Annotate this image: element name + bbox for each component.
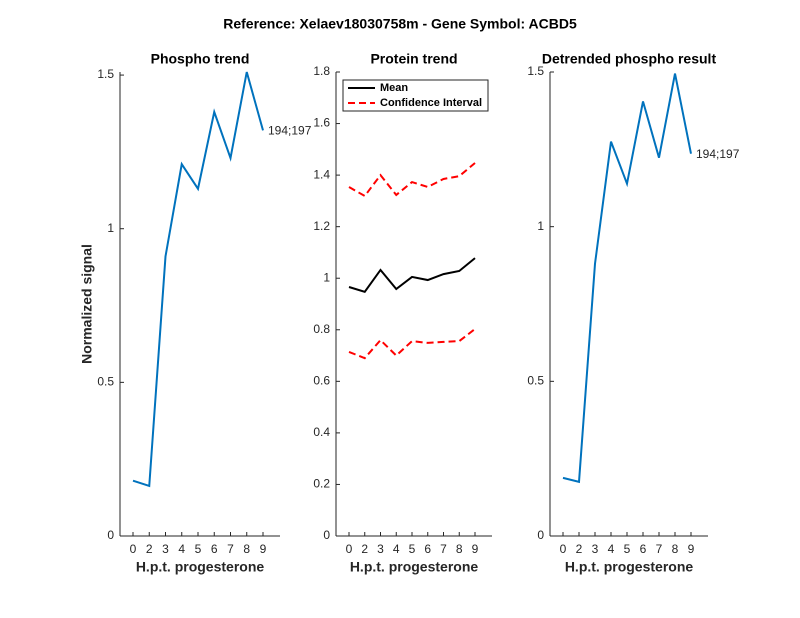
data-line [348, 162, 476, 198]
y-tick-label: 1.8 [313, 64, 330, 78]
x-tick-label: 8 [243, 542, 250, 556]
x-tick-label: 7 [227, 542, 234, 556]
y-tick-label: 0 [323, 528, 330, 542]
x-tick-label: 4 [393, 542, 400, 556]
data-line [348, 328, 476, 360]
annotation: 194;197 [696, 147, 740, 161]
x-tick-label: 8 [456, 542, 463, 556]
x-tick-label: 0 [130, 542, 137, 556]
y-tick-label: 1.5 [527, 64, 544, 78]
figure-title: Reference: Xelaev18030758m - Gene Symbol… [223, 16, 577, 32]
x-tick-label: 2 [576, 542, 583, 556]
y-tick-label: 0 [107, 528, 114, 542]
x-tick-label: 8 [672, 542, 679, 556]
x-tick-label: 6 [640, 542, 647, 556]
x-axis-label: H.p.t. progesterone [136, 559, 265, 575]
subplot-title: Detrended phospho result [542, 51, 717, 67]
y-tick-label: 1.4 [313, 167, 330, 181]
y-tick-label: 0.5 [527, 374, 544, 388]
y-tick-label: 0.2 [313, 477, 330, 491]
y-tick-label: 0.8 [313, 322, 330, 336]
y-tick-label: 1.5 [97, 67, 114, 81]
x-tick-label: 2 [361, 542, 368, 556]
y-tick-label: 0.6 [313, 374, 330, 388]
x-tick-label: 2 [146, 542, 153, 556]
x-tick-label: 5 [624, 542, 631, 556]
legend-label: Confidence Interval [380, 97, 482, 109]
legend-label: Mean [380, 82, 408, 94]
y-axis-label: Normalized signal [79, 244, 95, 364]
x-tick-label: 0 [560, 542, 567, 556]
subplot-title: Protein trend [370, 51, 457, 67]
subplot-title: Phospho trend [151, 51, 250, 67]
y-tick-label: 1 [323, 270, 330, 284]
x-tick-label: 0 [346, 542, 353, 556]
x-tick-label: 9 [688, 542, 695, 556]
data-line [562, 73, 692, 484]
y-tick-label: 1 [107, 221, 114, 235]
y-tick-label: 1.2 [313, 219, 330, 233]
annotation: 194;197 [268, 124, 312, 138]
legend-box [342, 79, 489, 112]
y-tick-label: 0.4 [313, 425, 330, 439]
data-line [132, 71, 264, 488]
y-tick-label: 0 [537, 528, 544, 542]
x-tick-label: 4 [178, 542, 185, 556]
x-tick-label: 5 [195, 542, 202, 556]
x-tick-label: 7 [656, 542, 663, 556]
x-tick-label: 9 [260, 542, 267, 556]
y-tick-label: 1.6 [313, 116, 330, 130]
x-axis-label: H.p.t. progesterone [565, 559, 694, 575]
x-axis-label: H.p.t. progesterone [350, 559, 479, 575]
x-tick-label: 6 [424, 542, 431, 556]
x-tick-label: 7 [440, 542, 447, 556]
x-tick-label: 3 [377, 542, 384, 556]
x-tick-label: 4 [608, 542, 615, 556]
x-tick-label: 9 [472, 542, 479, 556]
y-tick-label: 1 [537, 219, 544, 233]
y-tick-label: 0.5 [97, 375, 114, 389]
data-line [348, 257, 476, 294]
x-tick-label: 5 [409, 542, 416, 556]
x-tick-label: 3 [162, 542, 169, 556]
x-tick-label: 6 [211, 542, 218, 556]
x-tick-label: 3 [592, 542, 599, 556]
